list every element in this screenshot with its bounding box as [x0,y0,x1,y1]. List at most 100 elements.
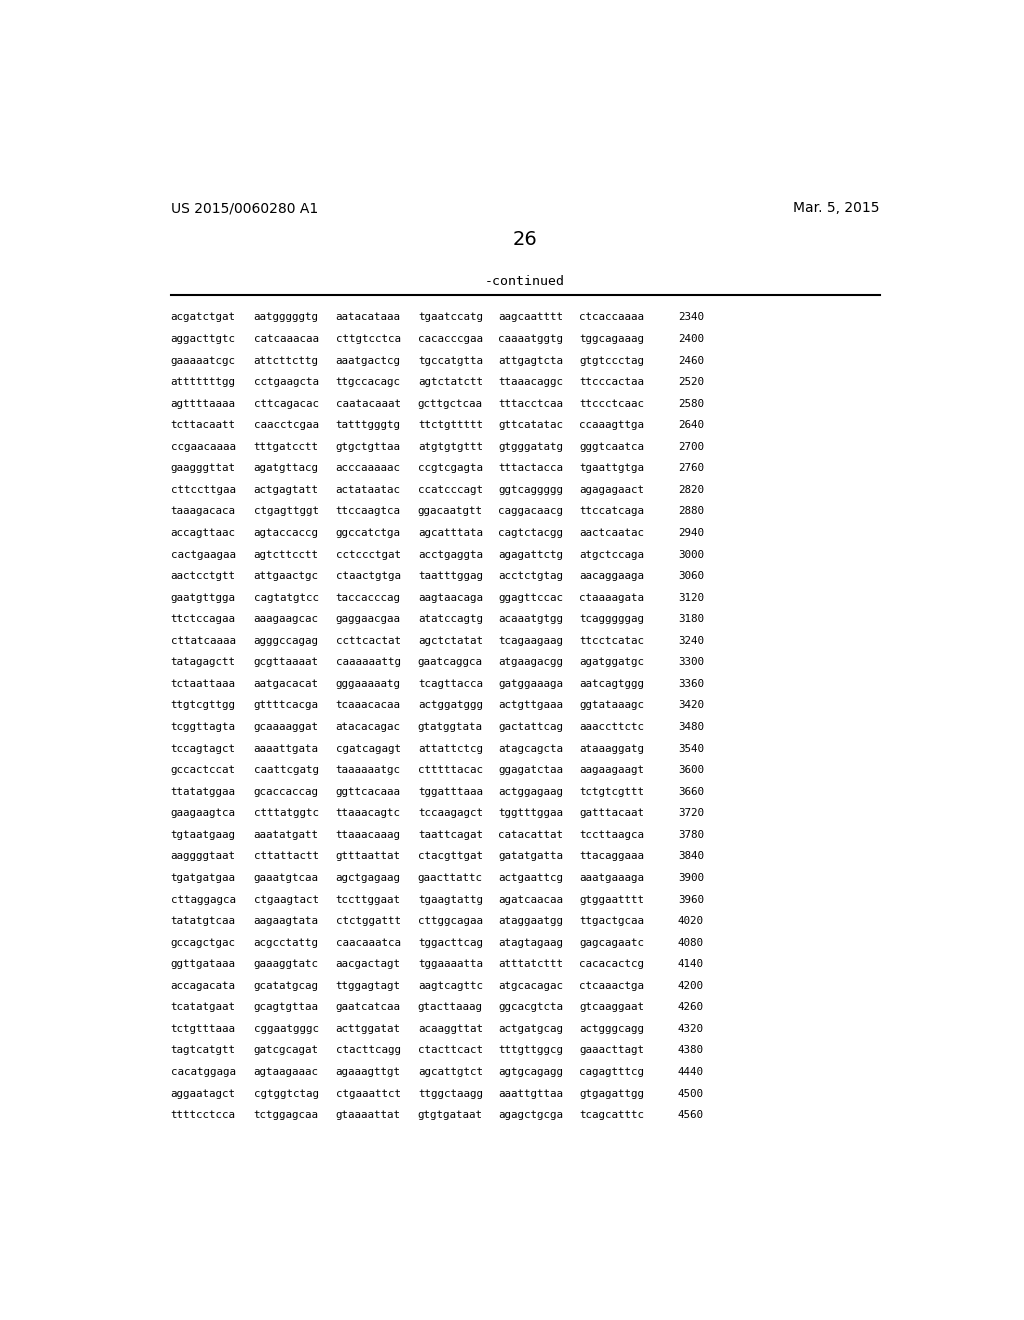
Text: cttaggagca: cttaggagca [171,895,236,904]
Text: attgagtcta: attgagtcta [499,355,563,366]
Text: ccaaagttga: ccaaagttga [579,420,644,430]
Text: cttatcaaaa: cttatcaaaa [171,636,236,645]
Text: tggatttaaa: tggatttaaa [418,787,483,797]
Text: cacatggaga: cacatggaga [171,1067,236,1077]
Text: acgatctgat: acgatctgat [171,313,236,322]
Text: aactcctgtt: aactcctgtt [171,572,236,581]
Text: agagctgcga: agagctgcga [499,1110,563,1121]
Text: ctttatggtc: ctttatggtc [254,808,318,818]
Text: atagcagcta: atagcagcta [499,743,563,754]
Text: agtaagaaac: agtaagaaac [254,1067,318,1077]
Text: attgaactgc: attgaactgc [254,572,318,581]
Text: cttccttgaa: cttccttgaa [171,484,236,495]
Text: 3180: 3180 [678,614,703,624]
Text: ttaaacagtc: ttaaacagtc [336,808,400,818]
Text: 4320: 4320 [678,1024,703,1034]
Text: cagtatgtcc: cagtatgtcc [254,593,318,603]
Text: gatttacaat: gatttacaat [579,808,644,818]
Text: agctctatat: agctctatat [418,636,483,645]
Text: aaattgttaa: aaattgttaa [499,1089,563,1098]
Text: ttttcctcca: ttttcctcca [171,1110,236,1121]
Text: aatcagtggg: aatcagtggg [579,678,644,689]
Text: ctcaaactga: ctcaaactga [579,981,644,991]
Text: aaaattgata: aaaattgata [254,743,318,754]
Text: gcaccaccag: gcaccaccag [254,787,318,797]
Text: ttggagtagt: ttggagtagt [336,981,400,991]
Text: 2340: 2340 [678,313,703,322]
Text: aagaagtata: aagaagtata [254,916,318,927]
Text: tccaagagct: tccaagagct [418,808,483,818]
Text: ctaactgtga: ctaactgtga [336,572,400,581]
Text: ccgtcgagta: ccgtcgagta [418,463,483,474]
Text: atgcacagac: atgcacagac [499,981,563,991]
Text: 3420: 3420 [678,701,703,710]
Text: 3600: 3600 [678,766,703,775]
Text: taattcagat: taattcagat [418,830,483,840]
Text: ataaaggatg: ataaaggatg [579,743,644,754]
Text: atttatcttt: atttatcttt [499,960,563,969]
Text: aactcaatac: aactcaatac [579,528,644,539]
Text: gtggaatttt: gtggaatttt [579,895,644,904]
Text: -continued: -continued [484,275,565,288]
Text: agagagaact: agagagaact [579,484,644,495]
Text: ttatatggaa: ttatatggaa [171,787,236,797]
Text: tttgttggcg: tttgttggcg [499,1045,563,1056]
Text: aaaccttctc: aaaccttctc [579,722,644,733]
Text: gcttgctcaa: gcttgctcaa [418,399,483,409]
Text: ggtcaggggg: ggtcaggggg [499,484,563,495]
Text: agaaagttgt: agaaagttgt [336,1067,400,1077]
Text: ggcacgtcta: ggcacgtcta [499,1002,563,1012]
Text: 3480: 3480 [678,722,703,733]
Text: tctgtttaaa: tctgtttaaa [171,1024,236,1034]
Text: gaaaaatcgc: gaaaaatcgc [171,355,236,366]
Text: atacacagac: atacacagac [336,722,400,733]
Text: aatgggggtg: aatgggggtg [254,313,318,322]
Text: cttggcagaa: cttggcagaa [418,916,483,927]
Text: agtgcagagg: agtgcagagg [499,1067,563,1077]
Text: tcttacaatt: tcttacaatt [171,420,236,430]
Text: acctgaggta: acctgaggta [418,549,483,560]
Text: ttggctaagg: ttggctaagg [418,1089,483,1098]
Text: 2460: 2460 [678,355,703,366]
Text: agctgagaag: agctgagaag [336,873,400,883]
Text: ggtataaagc: ggtataaagc [579,701,644,710]
Text: gccactccat: gccactccat [171,766,236,775]
Text: gaacttattc: gaacttattc [418,873,483,883]
Text: tttacctcaa: tttacctcaa [499,399,563,409]
Text: gtgtgataat: gtgtgataat [418,1110,483,1121]
Text: 3120: 3120 [678,593,703,603]
Text: tggtttggaa: tggtttggaa [499,808,563,818]
Text: 3000: 3000 [678,549,703,560]
Text: 26: 26 [512,230,538,248]
Text: 2820: 2820 [678,484,703,495]
Text: aagcaatttt: aagcaatttt [499,313,563,322]
Text: caaaaaattg: caaaaaattg [336,657,400,668]
Text: ggagttccac: ggagttccac [499,593,563,603]
Text: tcagaagaag: tcagaagaag [499,636,563,645]
Text: Mar. 5, 2015: Mar. 5, 2015 [794,202,880,215]
Text: aagaagaagt: aagaagaagt [579,766,644,775]
Text: ttccatcaga: ttccatcaga [579,507,644,516]
Text: tggacttcag: tggacttcag [418,937,483,948]
Text: tgtaatgaag: tgtaatgaag [171,830,236,840]
Text: caattcgatg: caattcgatg [254,766,318,775]
Text: ctgaagtact: ctgaagtact [254,895,318,904]
Text: gaggaacgaa: gaggaacgaa [336,614,400,624]
Text: cctgaagcta: cctgaagcta [254,378,318,387]
Text: 4260: 4260 [678,1002,703,1012]
Text: 4560: 4560 [678,1110,703,1121]
Text: aggaatagct: aggaatagct [171,1089,236,1098]
Text: gtcaaggaat: gtcaaggaat [579,1002,644,1012]
Text: ctacttcagg: ctacttcagg [336,1045,400,1056]
Text: ggacaatgtt: ggacaatgtt [418,507,483,516]
Text: ttctccagaa: ttctccagaa [171,614,236,624]
Text: agagattctg: agagattctg [499,549,563,560]
Text: gaaatgtcaa: gaaatgtcaa [254,873,318,883]
Text: gatggaaaga: gatggaaaga [499,678,563,689]
Text: cgtggtctag: cgtggtctag [254,1089,318,1098]
Text: atatccagtg: atatccagtg [418,614,483,624]
Text: gcgttaaaat: gcgttaaaat [254,657,318,668]
Text: actgatgcag: actgatgcag [499,1024,563,1034]
Text: caaaatggtg: caaaatggtg [499,334,563,345]
Text: tttgatcctt: tttgatcctt [254,442,318,451]
